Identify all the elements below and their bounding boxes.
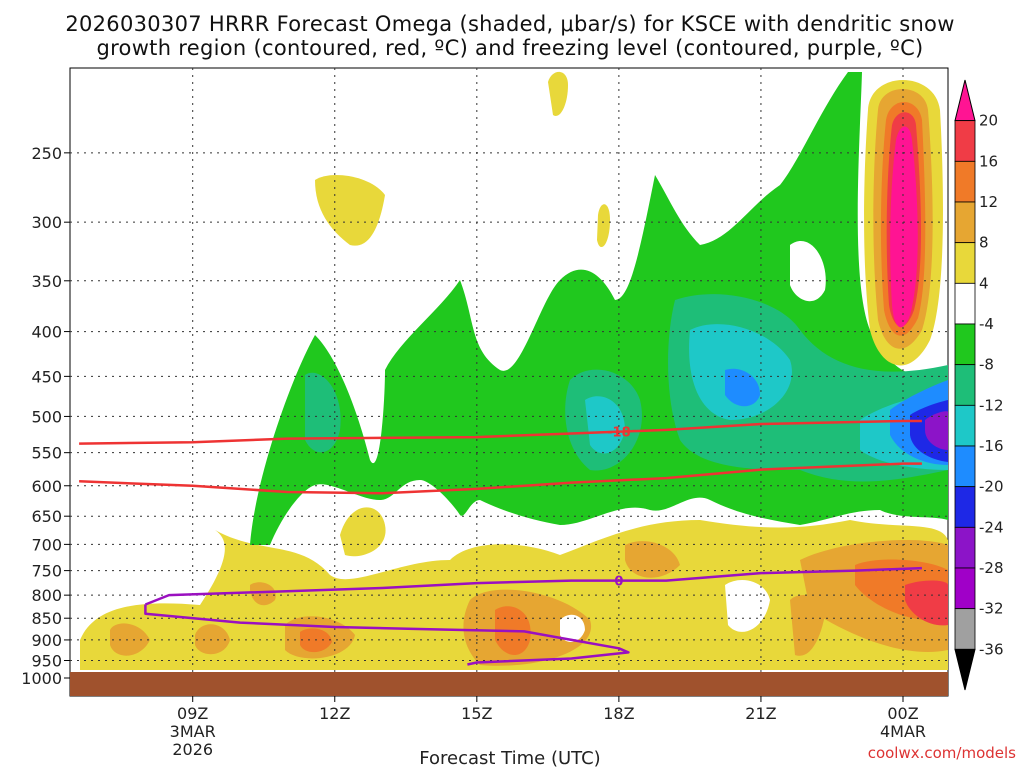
colorbar-swatch — [954, 567, 976, 610]
y-tick-label: 800 — [31, 586, 62, 605]
colorbar-swatch — [954, 201, 976, 244]
colorbar-label: -12 — [979, 396, 1004, 414]
colorbar-swatch — [954, 608, 976, 650]
colorbar-label: 12 — [979, 193, 998, 211]
white-hole-green — [790, 241, 826, 302]
dgz-upper-label: -18 — [607, 425, 631, 440]
y-axis-ticks: 250 300 350 400 450 500 550 600 650 700 750 800 850 9… — [21, 144, 70, 688]
x-axis-label: Forecast Time (UTC) — [419, 748, 600, 768]
cyan-regions — [585, 324, 948, 470]
x-tick-label: 12Z — [319, 704, 350, 723]
x-tick-label: 15Z — [461, 704, 492, 723]
gridlines — [70, 68, 948, 672]
colorbar-label: -32 — [979, 600, 1004, 618]
yellow-patch-top — [548, 71, 568, 116]
colorbar-swatch — [954, 120, 976, 162]
upper-pink-column — [890, 126, 918, 328]
x-tick-label: 09Z — [177, 704, 208, 723]
colorbar-label: -28 — [979, 559, 1004, 577]
dgz-upper-line — [79, 419, 922, 445]
cyan-green-regions — [305, 294, 948, 482]
colorbar-swatch — [954, 526, 976, 569]
colorbar-cap-bottom — [954, 648, 976, 691]
freezing-level-line — [144, 604, 630, 666]
y-tick-label: 400 — [31, 323, 62, 342]
red-patch-lower — [905, 580, 948, 626]
colorbar-cap-top — [954, 79, 976, 122]
y-tick-label: 550 — [31, 444, 62, 463]
y-tick-label: 900 — [31, 631, 62, 650]
colorbar-swatch — [954, 486, 976, 528]
colorbar-swatch — [954, 323, 976, 366]
colorbar-label: -20 — [979, 478, 1004, 496]
y-tick-label: 750 — [31, 562, 62, 581]
colorbar-label: 4 — [979, 274, 989, 292]
chart-title-line1: 2026030307 HRRR Forecast Omega (shaded, … — [65, 12, 954, 36]
colorbar-swatch — [954, 242, 976, 284]
y-tick-label: 250 — [31, 144, 62, 163]
colorbar-label: -4 — [979, 315, 994, 333]
yellow-patch-upper — [315, 175, 385, 246]
contour-lines: -18 0 — [79, 419, 922, 666]
colorbar-label: -24 — [979, 518, 1004, 536]
dgz-lower-line — [79, 462, 922, 495]
yellow-patch-18z — [597, 204, 610, 248]
colorbar-swatch — [954, 282, 976, 325]
colorbar-swatch — [954, 364, 976, 406]
y-tick-label: 1000 — [21, 669, 62, 688]
x-tick-label: 18Z — [603, 704, 634, 723]
y-tick-label: 300 — [31, 213, 62, 232]
y-tick-label: 950 — [31, 651, 62, 670]
y-tick-label: 850 — [31, 609, 62, 628]
y-tick-label: 500 — [31, 407, 62, 426]
freezing-level-line — [144, 566, 922, 606]
x-tick-label: 21Z — [745, 704, 776, 723]
colorbar-label: 16 — [979, 152, 998, 170]
colorbar-label: -8 — [979, 356, 994, 374]
ground-layer — [70, 672, 948, 696]
colorbar: 20 16 12 8 4 -4 -8 -12 -16 -20 -24 -28 -32 -36 — [954, 79, 1004, 691]
colorbar-label: -16 — [979, 437, 1004, 455]
y-tick-label: 650 — [31, 507, 62, 526]
credit-text: coolwx.com/models — [868, 744, 1016, 762]
colorbar-swatch — [954, 445, 976, 488]
x-tick-label: 00Z — [887, 704, 918, 723]
y-tick-label: 450 — [31, 367, 62, 386]
freezing-level-label: 0 — [614, 575, 623, 590]
purple-region — [925, 411, 948, 450]
white-holes — [560, 580, 770, 642]
x-tick-sublabel: 3MAR — [170, 722, 216, 741]
chart-title-line2: growth region (contoured, red, ºC) and f… — [96, 36, 923, 60]
colorbar-swatch — [954, 404, 976, 447]
colorbar-label: -36 — [979, 640, 1004, 658]
colorbar-label: 20 — [979, 112, 998, 130]
colorbar-swatch — [954, 160, 976, 203]
y-tick-label: 350 — [31, 272, 62, 291]
colorbar-label: 8 — [979, 234, 989, 252]
y-tick-label: 700 — [31, 535, 62, 554]
x-tick-sublabel: 4MAR — [880, 722, 926, 741]
y-tick-label: 600 — [31, 477, 62, 496]
x-tick-sublabel2: 2026 — [172, 740, 213, 759]
